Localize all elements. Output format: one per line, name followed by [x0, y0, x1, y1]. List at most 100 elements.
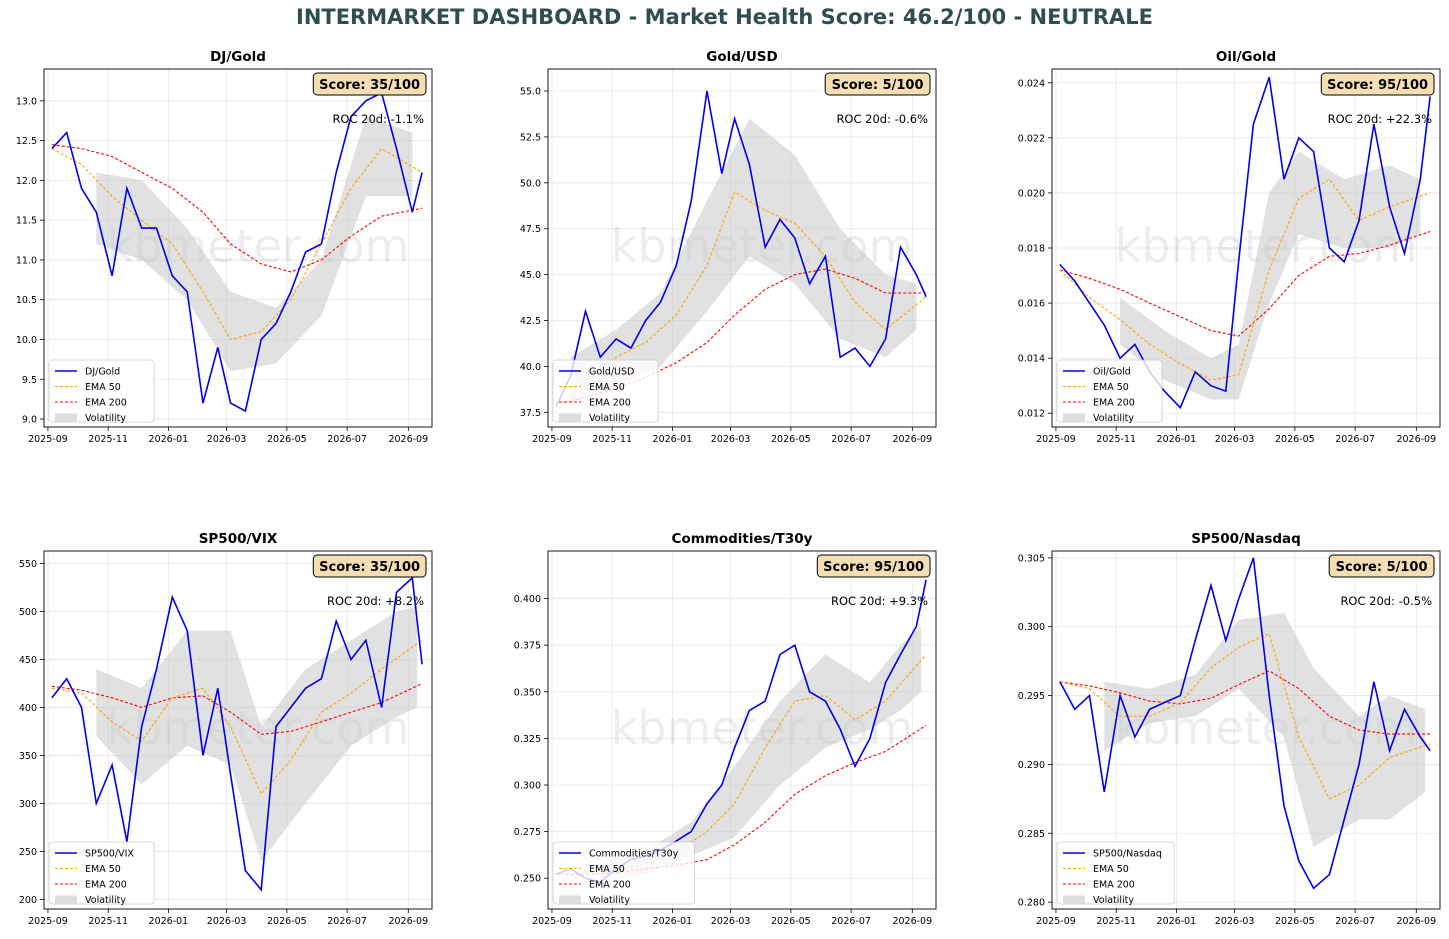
x-tick-label: 2025-11 [592, 916, 632, 927]
plot-frame [547, 550, 937, 910]
score-badge [312, 72, 427, 96]
score-text: Score: 35/100 [319, 78, 420, 93]
chart-title: Oil/Gold [1216, 49, 1276, 65]
plot-frame [43, 550, 433, 910]
y-tick-label: 12.0 [16, 176, 37, 187]
chart-title: Commodities/T30y [672, 531, 813, 547]
legend: Oil/Gold EMA 50 EMA 200 Volatility [1056, 359, 1163, 424]
roc-label: ROC 20d: +8.2% [327, 594, 424, 608]
x-tick-label: 2026-01 [149, 916, 189, 927]
x-tick-label: 2026-09 [892, 916, 932, 927]
chart-title: DJ/Gold [210, 49, 266, 65]
chart-panel-2: 2025-09 2025-11 2026-01 2026-03 2026-05 2026-… [520, 49, 937, 445]
series-line-ema50 [51, 147, 423, 341]
x-tick-label: 2026-03 [1215, 434, 1255, 445]
volatility-band [1104, 613, 1426, 847]
volatility-band [96, 116, 413, 372]
series-line-ema200 [51, 683, 423, 735]
series-line-ema50 [51, 639, 423, 795]
series-line-ema200 [1059, 230, 1431, 337]
x-tick-label: 2026-03 [1215, 916, 1255, 927]
legend-label-ema50: EMA 50 [589, 382, 625, 393]
legend-box [1056, 359, 1163, 423]
y-tick-label: 450 [19, 655, 37, 666]
legend-label-ema50: EMA 50 [85, 864, 121, 875]
y-tick-label: 0.300 [1018, 622, 1045, 633]
y-tick-label: 40.0 [520, 362, 541, 373]
chart-title: Gold/USD [706, 49, 777, 65]
chart-title: SP500/Nasdaq [1191, 531, 1301, 547]
y-tick-label: 52.5 [520, 132, 541, 143]
x-tick-label: 2026-01 [653, 434, 693, 445]
legend-label-ema200: EMA 200 [85, 398, 127, 409]
score-badge [816, 554, 931, 578]
x-tick-label: 2026-05 [267, 916, 307, 927]
y-tick-label: 0.295 [1018, 691, 1045, 702]
series-line-ema50 [1059, 632, 1431, 800]
y-tick-label: 0.022 [1018, 133, 1045, 144]
x-tick-label: 2026-09 [388, 434, 428, 445]
x-tick-label: 2026-01 [1157, 434, 1197, 445]
legend-label-price: Commodities/T30y [589, 849, 679, 860]
chart-panel-5: 2025-09 2025-11 2026-01 2026-03 2026-05 2026-… [514, 531, 937, 927]
x-tick-label: 2026-01 [653, 916, 693, 927]
legend-label-ema200: EMA 200 [589, 398, 631, 409]
legend-swatch-volatility [1063, 413, 1085, 422]
x-tick-label: 2025-09 [28, 916, 68, 927]
y-tick-label: 12.5 [16, 136, 37, 147]
y-tick-label: 55.0 [520, 87, 541, 98]
legend: DJ/Gold EMA 50 EMA 200 Volatility [48, 359, 155, 424]
score-text: Score: 35/100 [319, 560, 420, 575]
legend-label-ema50: EMA 50 [1093, 864, 1129, 875]
legend-label-ema200: EMA 200 [1093, 398, 1135, 409]
score-badge [824, 72, 931, 96]
y-tick-label: 50.0 [520, 178, 541, 189]
legend-label-ema50: EMA 50 [589, 864, 625, 875]
legend: Gold/USD EMA 50 EMA 200 Volatility [552, 359, 659, 424]
legend-swatch-volatility [55, 895, 77, 904]
roc-label: ROC 20d: +9.3% [831, 594, 928, 608]
dashboard-title: INTERMARKET DASHBOARD - Market Health Sc… [296, 5, 1153, 29]
x-tick-label: 2025-11 [592, 434, 632, 445]
x-tick-label: 2026-07 [831, 916, 871, 927]
score-text: Score: 5/100 [1336, 560, 1428, 575]
y-tick-label: 0.375 [514, 641, 541, 652]
x-tick-label: 2026-03 [207, 434, 247, 445]
legend: SP500/Nasdaq EMA 50 EMA 200 Volatility [1056, 841, 1175, 906]
legend-label-price: DJ/Gold [85, 367, 120, 378]
roc-label: ROC 20d: +22.3% [1328, 112, 1432, 126]
series-line-ema50 [1059, 178, 1431, 381]
x-tick-label: 2026-05 [1275, 916, 1315, 927]
y-tick-label: 13.0 [16, 96, 37, 107]
x-tick-label: 2025-09 [28, 434, 68, 445]
legend-label-ema200: EMA 200 [589, 880, 631, 891]
plot-frame [43, 68, 433, 428]
x-tick-label: 2026-09 [388, 916, 428, 927]
plot-frame [1051, 68, 1441, 428]
y-tick-label: 0.016 [1018, 299, 1045, 310]
legend-swatch-volatility [559, 895, 581, 904]
chart-panel-6: 2025-09 2025-11 2026-01 2026-03 2026-05 2026-… [1018, 531, 1441, 927]
y-tick-label: 42.5 [520, 316, 541, 327]
y-tick-label: 0.325 [514, 734, 541, 745]
legend: Commodities/T30y EMA 50 EMA 200 Volatility [552, 841, 696, 906]
legend-swatch-volatility [559, 413, 581, 422]
roc-label: ROC 20d: -0.5% [1340, 594, 1432, 608]
x-tick-label: 2025-09 [1036, 916, 1076, 927]
x-tick-label: 2026-05 [1275, 434, 1315, 445]
volatility-band [1120, 151, 1421, 400]
x-tick-label: 2026-09 [892, 434, 932, 445]
x-tick-label: 2025-09 [532, 916, 572, 927]
series-line-ema200 [51, 144, 423, 273]
x-tick-label: 2026-05 [771, 434, 811, 445]
y-tick-label: 300 [19, 799, 37, 810]
legend-box [552, 359, 659, 423]
score-text: Score: 95/100 [1327, 78, 1428, 93]
series-line-price [51, 91, 423, 413]
roc-label: ROC 20d: -0.6% [836, 112, 928, 126]
score-text: Score: 95/100 [823, 560, 924, 575]
y-tick-label: 0.300 [514, 781, 541, 792]
legend-label-ema50: EMA 50 [85, 382, 121, 393]
volatility-band [600, 626, 922, 882]
y-tick-label: 400 [19, 703, 37, 714]
